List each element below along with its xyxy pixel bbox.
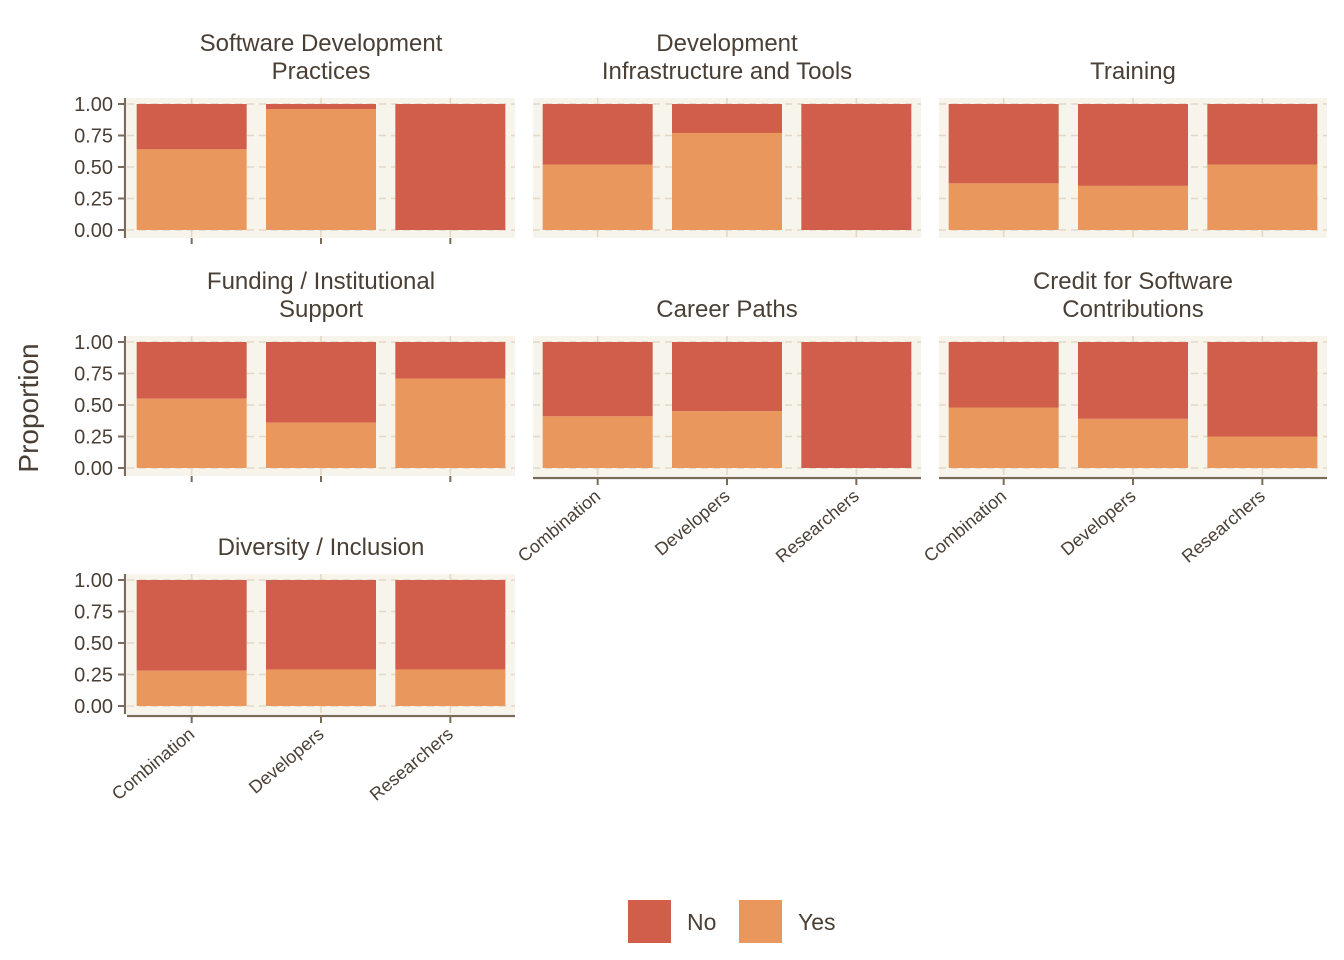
facet-panel: Career Paths Combination Developers Researc… [514, 296, 921, 567]
bar-segment-no [542, 104, 653, 165]
bar-segment-yes [672, 132, 782, 230]
bar-segment-no [136, 580, 247, 671]
facet-title: Infrastructure and Tools [602, 58, 852, 85]
bar-segment-no [1078, 342, 1188, 419]
bar-segment-yes [1207, 436, 1318, 468]
y-tick-label: 0.75 [74, 602, 113, 624]
y-tick-label: 0.00 [74, 458, 113, 480]
x-tick-label: Developers [245, 724, 328, 798]
bar-segment-no [672, 342, 782, 412]
legend: No Yes [628, 900, 836, 943]
y-tick-label: 1.00 [74, 332, 113, 354]
bar-segment-yes [266, 109, 376, 230]
x-tick-label: Combination [514, 486, 604, 566]
bar-segment-no [801, 342, 912, 468]
facet-title: Support [279, 296, 363, 323]
bar-segment-no [1207, 104, 1318, 165]
facet-title: Career Paths [656, 296, 797, 323]
bar-segment-no [395, 580, 506, 670]
x-tick-label: Combination [920, 486, 1010, 566]
bar-segment-no [1207, 342, 1318, 437]
facet-title: Funding / Institutional [207, 268, 435, 295]
bar-segment-yes [948, 183, 1059, 230]
bar-segment-yes [542, 164, 653, 230]
y-axis-label: Proportion [13, 343, 44, 472]
bar-segment-no [1078, 104, 1188, 186]
bar-segment-yes [395, 378, 506, 468]
legend-label-no: No [687, 909, 716, 935]
bar-segment-no [801, 104, 912, 230]
facet-title: Development [656, 30, 798, 57]
y-tick-label: 0.00 [74, 220, 113, 242]
facet-title: Practices [272, 58, 371, 85]
bar-segment-yes [266, 669, 376, 706]
facet-panel: Diversity / Inclusion 0.00 0.25 0.50 0.75 1.0… [74, 534, 515, 805]
y-tick-label: 0.50 [74, 157, 113, 179]
y-tick-label: 0.00 [74, 696, 113, 718]
y-tick-label: 0.25 [74, 665, 113, 687]
legend-swatch-no [628, 900, 671, 943]
bar-segment-no [266, 580, 376, 670]
legend-label-yes: Yes [798, 909, 836, 935]
y-tick-label: 1.00 [74, 94, 113, 116]
y-tick-label: 0.50 [74, 395, 113, 417]
bar-segment-no [266, 104, 376, 110]
bar-segment-no [395, 104, 506, 230]
facet-title: Software Development [200, 30, 443, 57]
y-tick-label: 0.75 [74, 364, 113, 386]
facet-panel: Training [939, 58, 1327, 238]
bar-segment-yes [672, 411, 782, 468]
x-tick-label: Developers [651, 486, 734, 560]
bar-segment-yes [136, 149, 247, 230]
x-tick-label: Researchers [1178, 486, 1269, 567]
bar-segment-yes [1078, 185, 1188, 230]
bar-segment-yes [266, 422, 376, 468]
bar-segment-yes [136, 398, 247, 468]
y-tick-label: 0.75 [74, 126, 113, 148]
bar-segment-yes [395, 669, 506, 706]
bar-segment-no [266, 342, 376, 423]
bar-segment-no [948, 104, 1059, 184]
bar-segment-yes [948, 407, 1059, 468]
bar-segment-yes [1078, 418, 1188, 468]
facet-title: Diversity / Inclusion [218, 534, 425, 561]
bar-segment-no [395, 342, 506, 379]
bar-segment-no [672, 104, 782, 133]
x-tick-label: Combination [108, 724, 198, 804]
legend-swatch-yes [739, 900, 782, 943]
bar-segment-yes [136, 670, 247, 706]
bar-segment-no [136, 342, 247, 399]
y-tick-label: 0.25 [74, 427, 113, 449]
bar-segment-yes [1207, 164, 1318, 230]
facet-title: Credit for Software [1033, 268, 1233, 295]
y-tick-label: 0.50 [74, 633, 113, 655]
x-tick-label: Researchers [366, 724, 457, 805]
x-tick-label: Researchers [772, 486, 863, 567]
bar-segment-no [542, 342, 653, 417]
y-tick-label: 1.00 [74, 570, 113, 592]
x-tick-label: Developers [1057, 486, 1140, 560]
bar-segment-no [136, 104, 247, 150]
bar-segment-yes [542, 416, 653, 468]
facet-title: Contributions [1062, 296, 1203, 323]
y-tick-label: 0.25 [74, 189, 113, 211]
facet-title: Training [1090, 58, 1176, 85]
bar-segment-no [948, 342, 1059, 408]
